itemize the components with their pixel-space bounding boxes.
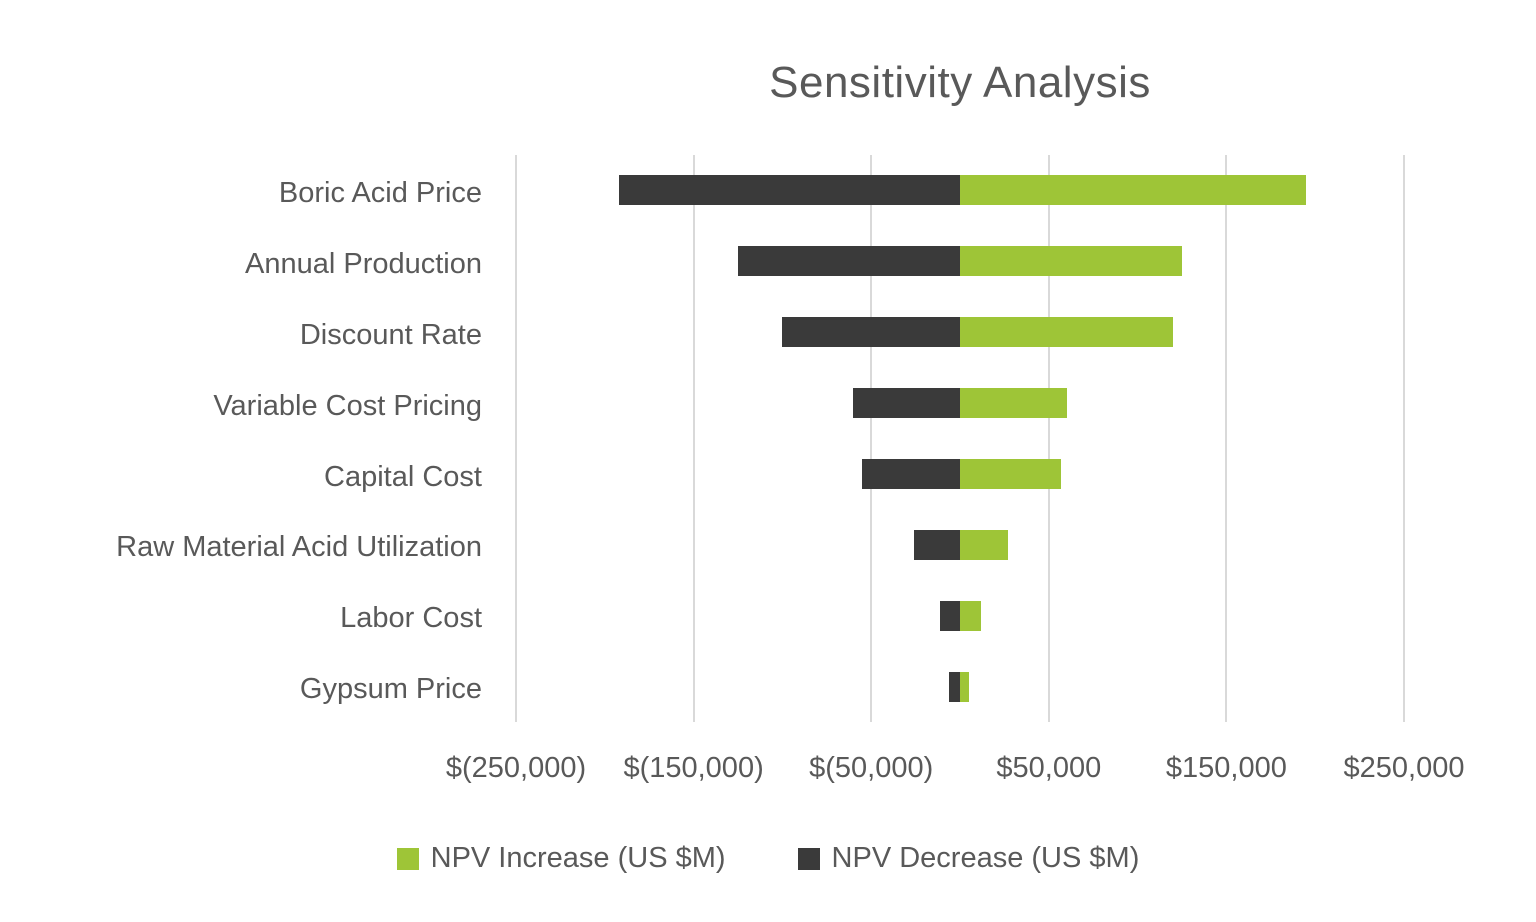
bar-npv-increase	[960, 388, 1067, 419]
bar-npv-decrease	[619, 175, 960, 206]
bar-npv-decrease	[949, 671, 960, 702]
x-tick-label: $50,000	[996, 752, 1102, 784]
x-tick-label: $(150,000)	[623, 752, 764, 784]
bar-npv-increase	[960, 671, 969, 702]
gridline	[870, 155, 873, 722]
legend-item: NPV Increase (US $M)	[396, 842, 726, 875]
x-axis: $(250,000) $(150,000) $(50,000) $50,000 $150…	[446, 752, 1465, 792]
category-axis: Boric Acid Price Annual Production Discoun…	[0, 158, 482, 722]
legend-label: NPV Increase (US $M)	[430, 842, 726, 874]
legend-swatch-icon	[396, 847, 419, 870]
legend-swatch-icon	[797, 847, 820, 870]
gridline	[692, 155, 695, 722]
x-tick-label: $(50,000)	[809, 752, 934, 784]
gridline	[1225, 155, 1228, 722]
category-label: Capital Cost	[324, 460, 482, 493]
bar-npv-increase	[960, 458, 1062, 489]
bar-npv-decrease	[913, 529, 960, 560]
bar-npv-increase	[960, 175, 1307, 206]
bar-npv-increase	[960, 246, 1182, 277]
bar-npv-increase	[960, 529, 1008, 560]
bar-npv-decrease	[862, 458, 960, 489]
category-label: Gypsum Price	[299, 673, 482, 706]
bar-npv-decrease	[853, 388, 960, 419]
category-label: Variable Cost Pricing	[213, 389, 482, 422]
bar-npv-decrease	[782, 317, 960, 348]
gridline	[1403, 155, 1405, 722]
bar-npv-decrease	[738, 246, 960, 277]
category-label: Boric Acid Price	[278, 177, 482, 209]
category-label: Raw Material Acid Utilization	[116, 531, 482, 564]
legend-label: NPV Decrease (US $M)	[831, 842, 1140, 874]
x-tick-label: $(250,000)	[445, 752, 587, 784]
category-label: Labor Cost	[340, 602, 482, 635]
x-tick-label: $150,000	[1165, 752, 1287, 784]
x-tick-label: $250,000	[1343, 752, 1465, 784]
legend: NPV Increase (US $M) NPV Decrease (US $M)	[0, 842, 1536, 875]
gridline	[1047, 155, 1050, 722]
gridline	[515, 155, 517, 722]
legend-item: NPV Decrease (US $M)	[797, 842, 1140, 875]
bar-npv-increase	[960, 317, 1174, 348]
category-label: Discount Rate	[299, 318, 482, 351]
bar-npv-increase	[960, 600, 982, 631]
category-label: Annual Production	[245, 247, 482, 280]
plot-area	[515, 155, 1405, 722]
bar-npv-decrease	[940, 600, 960, 631]
chart-title: Sensitivity Analysis	[769, 58, 1151, 107]
